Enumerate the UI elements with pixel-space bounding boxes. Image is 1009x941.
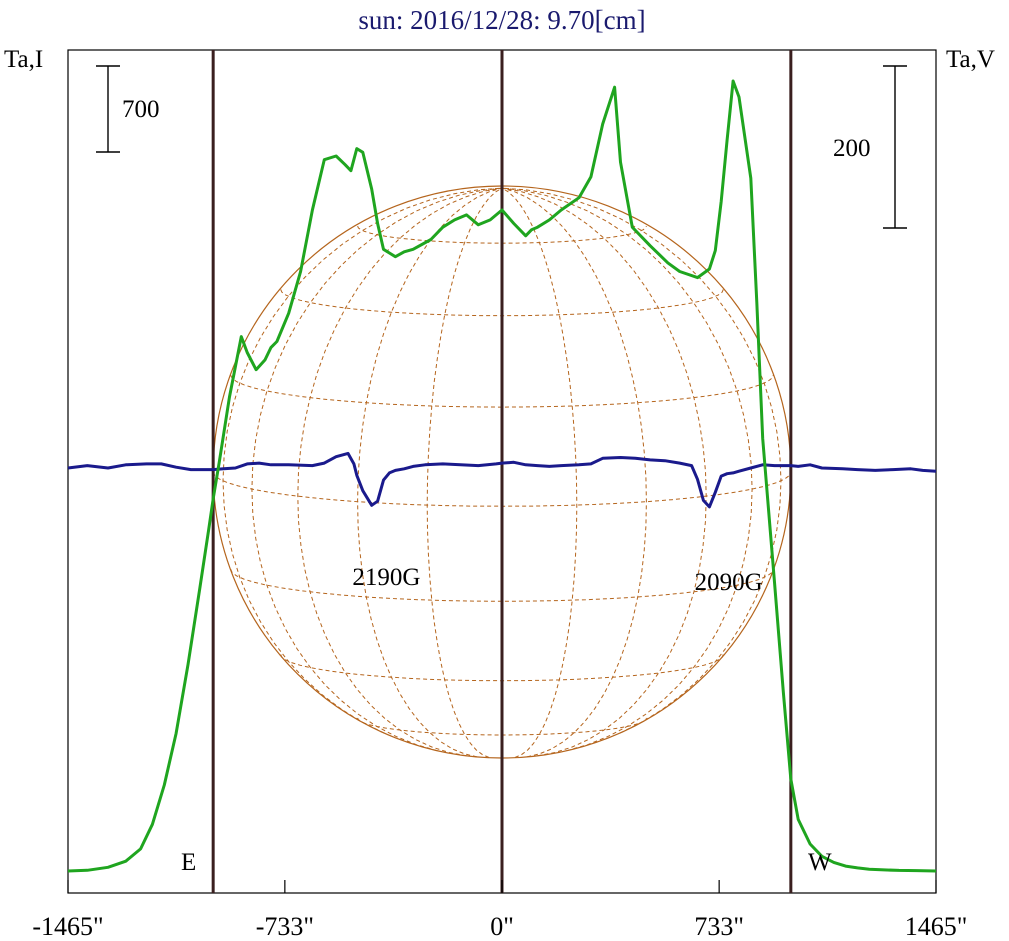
latitude-line xyxy=(230,374,774,408)
left-axis-label: Ta,I xyxy=(4,46,43,73)
x-tick-label: -733" xyxy=(256,912,314,941)
longitude-line xyxy=(251,187,503,752)
longitude-line xyxy=(501,187,578,758)
west-marker: W xyxy=(808,849,832,876)
x-axis-ticks: -1465" -733" 0" 733" 1465" xyxy=(32,880,967,941)
east-marker: E xyxy=(181,849,196,876)
scale-bar-left-label: 700 xyxy=(122,96,160,123)
series-i-line xyxy=(67,79,937,873)
longitude-line xyxy=(501,187,782,734)
scale-bar-left xyxy=(96,65,120,153)
longitude-line xyxy=(426,187,503,758)
x-tick-label: 733" xyxy=(694,912,744,941)
longitude-line xyxy=(222,187,503,734)
right-axis-label: Ta,V xyxy=(946,46,995,73)
feature-label: 2090G xyxy=(695,569,763,596)
annotations: 2190G 2090G xyxy=(352,564,762,596)
feature-label: 2190G xyxy=(352,564,420,591)
x-tick-label: -1465" xyxy=(32,912,103,941)
x-tick-label: 0" xyxy=(490,912,514,941)
longitude-line xyxy=(501,187,647,758)
longitude-line xyxy=(501,187,753,752)
x-tick-label: 1465" xyxy=(905,912,968,941)
scale-bar-right xyxy=(883,65,907,229)
scale-bar-right-label: 200 xyxy=(833,135,871,162)
chart-title: sun: 2016/12/28: 9.70[cm] xyxy=(358,5,645,35)
longitude-line xyxy=(357,187,503,758)
limb-lines xyxy=(211,50,793,893)
